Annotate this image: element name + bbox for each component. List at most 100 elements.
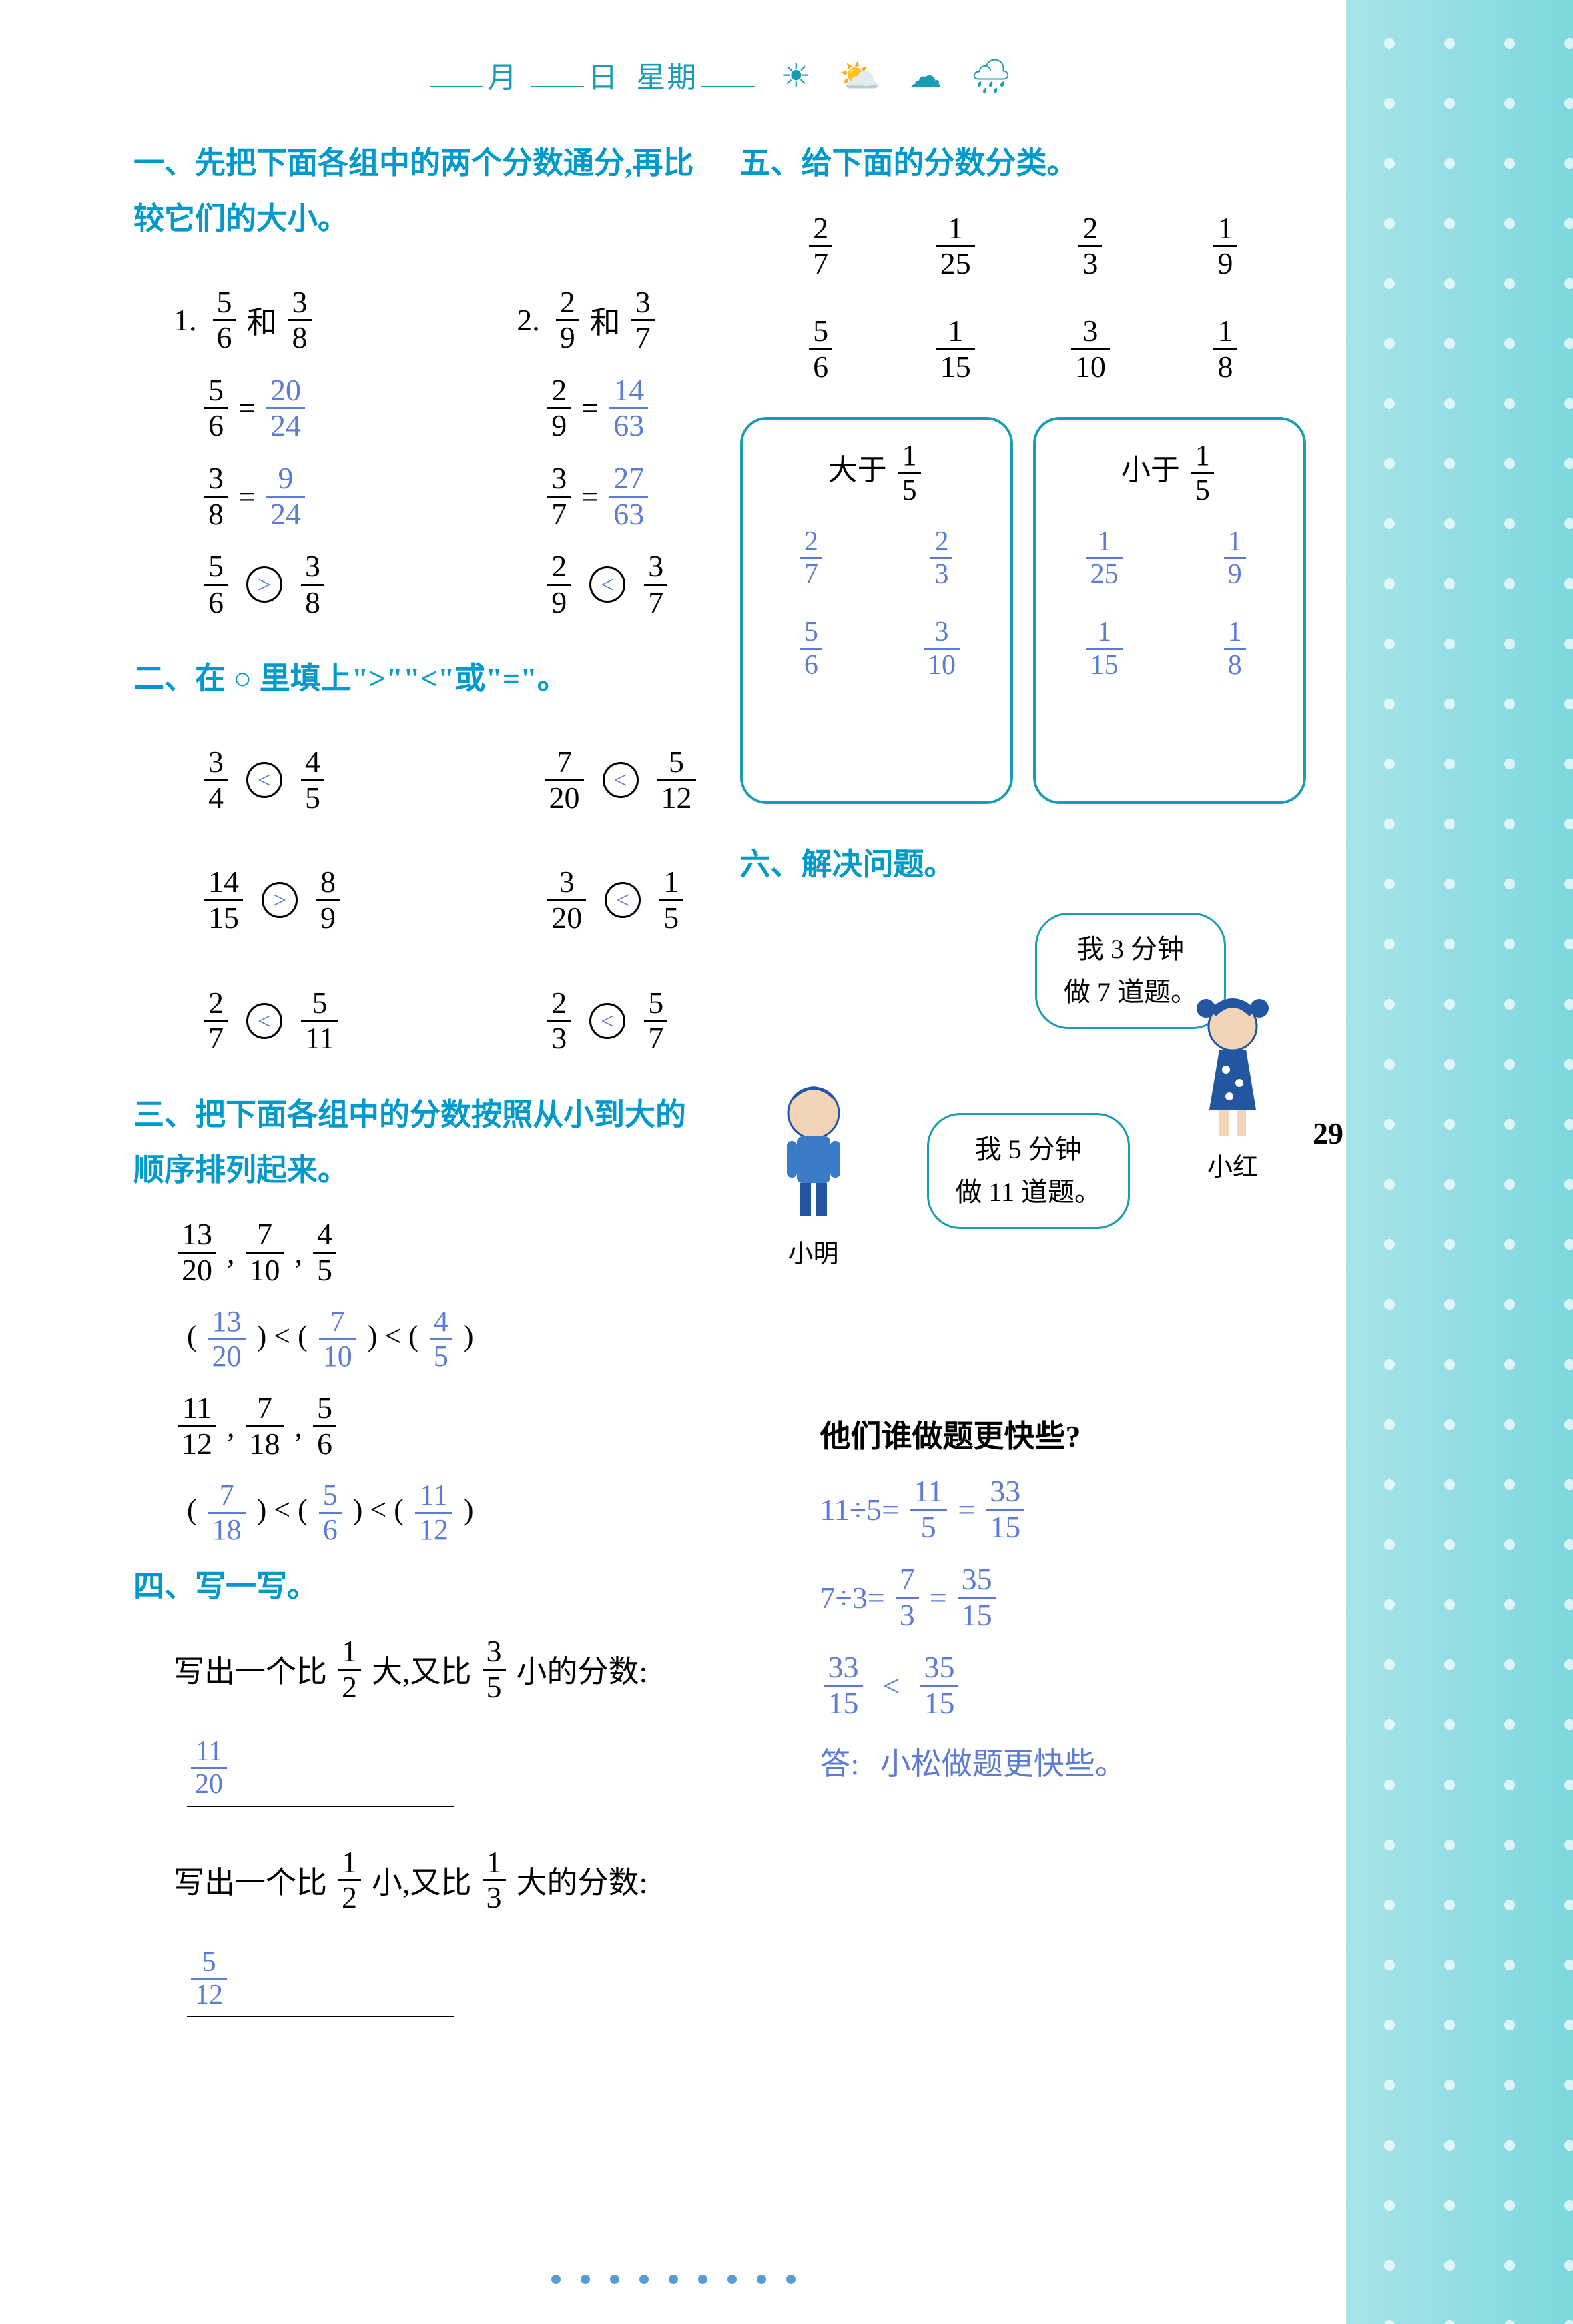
grid-frac: 125 xyxy=(902,212,1010,281)
box-item: 18 xyxy=(1179,617,1290,680)
month-label: 月 xyxy=(487,61,518,94)
frac: 115 xyxy=(1086,617,1123,680)
comparison: 3315 < 3515 xyxy=(820,1651,1307,1720)
frac: 1415 xyxy=(204,865,243,935)
month-blank[interactable] xyxy=(430,86,483,87)
girl-icon xyxy=(1179,986,1286,1146)
frac-ans: 1120 xyxy=(191,1736,227,1800)
frac: 125 xyxy=(1086,526,1123,590)
frac: 34 xyxy=(204,745,228,815)
frac: 45 xyxy=(301,745,324,815)
compare-circle[interactable]: > xyxy=(246,566,282,603)
box-item: 125 xyxy=(1049,526,1160,590)
frac: 89 xyxy=(316,865,340,935)
bubble-text: 做 11 道题。 xyxy=(956,1171,1102,1214)
day-label: 日 xyxy=(588,61,619,94)
frac: 511 xyxy=(301,986,338,1056)
frac: 29 xyxy=(547,374,571,443)
text: 写出一个比 xyxy=(174,1647,327,1691)
frac: 18 xyxy=(1213,314,1237,384)
frac: 15 xyxy=(659,865,683,935)
frac: 718 xyxy=(246,1391,284,1461)
compare-circle[interactable]: < xyxy=(589,1003,625,1039)
sun-icon: ☀ xyxy=(781,57,812,95)
frac: 15 xyxy=(898,440,921,506)
answer-line-2[interactable]: 512 xyxy=(187,1947,454,2017)
frac: 1320 xyxy=(178,1218,216,1287)
date-header: 月 日 星期 ☀ ⛅ ☁ 🌧 xyxy=(133,53,1306,96)
frac: 12 xyxy=(338,1635,361,1704)
frac: 37 xyxy=(631,286,655,355)
frac: 512 xyxy=(657,745,696,815)
compare-circle[interactable]: > xyxy=(262,882,298,918)
frac: 27 xyxy=(204,986,228,1056)
text: 小,又比 xyxy=(372,1858,472,1902)
weekday-label: 星期 xyxy=(636,61,697,94)
frac: 1320 xyxy=(208,1306,246,1373)
frac: 38 xyxy=(204,462,228,531)
frac: 56 xyxy=(313,1391,336,1461)
question-text: 他们谁做题更快些? xyxy=(820,1412,1307,1456)
frac: 115 xyxy=(936,314,975,384)
compare-item: 23<57 xyxy=(543,986,699,1056)
decorative-sidebar: 29 xyxy=(1346,0,1573,2324)
sorted-answer: ( 718 ) < ( 56 ) < ( 1112 ) xyxy=(187,1479,700,1546)
two-column-layout: 一、先把下面各组中的两个分数通分,再比较它们的大小。 1. 56 和 38 56… xyxy=(133,136,1306,2037)
day-blank[interactable] xyxy=(531,86,584,87)
sorted-answer: ( 1320 ) < ( 710 ) < ( 45 ) xyxy=(187,1306,700,1373)
grid-frac: 27 xyxy=(767,212,875,281)
classification-boxes: 大于 15 272356310 小于 15 1251911518 xyxy=(740,417,1307,804)
char-name: 小明 xyxy=(760,1233,867,1270)
compare-item: 27 <511 xyxy=(200,986,356,1056)
frac: 37 xyxy=(547,462,571,531)
compare-circle[interactable]: < xyxy=(605,882,641,918)
grid-frac: 115 xyxy=(902,314,1010,384)
given-fractions: 1112 , 718 , 56 xyxy=(174,1391,700,1461)
frac: 13 xyxy=(483,1846,506,1915)
frac: 1112 xyxy=(178,1391,216,1461)
frac: 27 xyxy=(809,212,832,281)
frac: 15 xyxy=(1191,440,1214,506)
frac: 35 xyxy=(483,1635,506,1704)
page: 月 日 星期 ☀ ⛅ ☁ 🌧 一、先把下面各组中的两个分数通分,再比较它们的大小… xyxy=(0,0,1573,2324)
solution-block: 他们谁做题更快些? 11÷5= 115 = 3315 7÷3= 73 = 351… xyxy=(820,1412,1307,1784)
section-1-problems: 1. 56 和 38 56 = 2024 38 = 924 xyxy=(133,267,700,639)
compare-circle[interactable]: < xyxy=(246,762,282,798)
grid-frac: 23 xyxy=(1036,212,1145,281)
bubble-text: 做 7 道题。 xyxy=(1064,971,1197,1014)
box1-title: 大于 15 xyxy=(756,440,997,506)
frac-ans: 115 xyxy=(910,1475,947,1544)
section-4-title: 四、写一写。 xyxy=(133,1559,700,1615)
box-item: 56 xyxy=(756,617,867,680)
frac: 56 xyxy=(800,617,822,680)
frac: 38 xyxy=(301,550,324,619)
section-2-grid: 34<45720<5121415>89320<1527<51123<57 xyxy=(133,727,700,1074)
page-number: 29 xyxy=(1313,1116,1343,1151)
p2-label: 2. xyxy=(517,302,540,338)
frac: 56 xyxy=(204,374,228,443)
bubble-text: 我 5 分钟 xyxy=(956,1128,1102,1171)
box-item: 19 xyxy=(1179,526,1290,590)
frac: 23 xyxy=(1078,212,1102,281)
answer-line-1[interactable]: 1120 xyxy=(187,1736,454,1806)
given-fractions: 1320 , 710 , 45 xyxy=(174,1218,700,1287)
frac: 718 xyxy=(208,1479,246,1546)
frac: 56 xyxy=(204,550,228,619)
compare-circle[interactable]: < xyxy=(603,762,639,798)
weekday-blank[interactable] xyxy=(701,86,755,87)
box-item: 23 xyxy=(886,526,997,590)
step-1: 11÷5= 115 = 3315 xyxy=(820,1475,1307,1544)
frac: 125 xyxy=(936,212,975,281)
frac-ans: 2024 xyxy=(266,374,305,443)
p1-label: 1. xyxy=(174,302,197,338)
box-item: 27 xyxy=(756,526,867,590)
compare-item: 720<512 xyxy=(541,745,700,815)
bubble-text: 我 3 分钟 xyxy=(1064,928,1197,971)
compare-circle[interactable]: < xyxy=(246,1003,282,1039)
compare-circle[interactable]: < xyxy=(589,566,625,603)
frac: 29 xyxy=(556,286,579,355)
greater-than-box: 大于 15 272356310 xyxy=(740,417,1013,804)
content-area: 月 日 星期 ☀ ⛅ ☁ 🌧 一、先把下面各组中的两个分数通分,再比较它们的大小… xyxy=(0,0,1346,2324)
box2-items: 125 19 115 18 xyxy=(1049,526,1290,681)
frac: 710 xyxy=(319,1306,356,1373)
